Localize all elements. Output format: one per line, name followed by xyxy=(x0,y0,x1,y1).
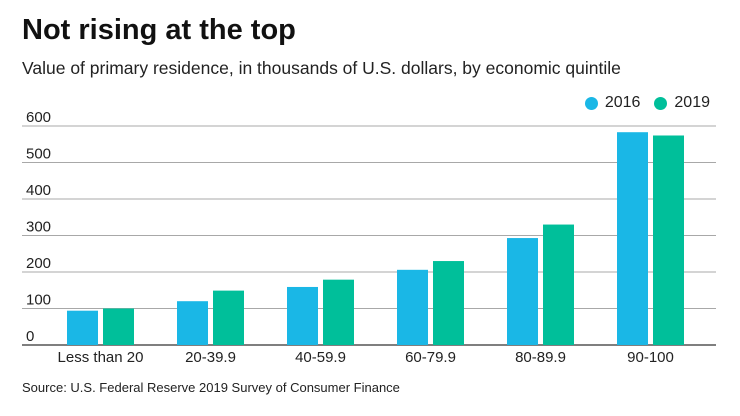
x-tick-label: 90-100 xyxy=(627,349,674,366)
y-tick-label: 300 xyxy=(26,219,51,236)
y-tick-label: 500 xyxy=(26,146,51,163)
chart-title: Not rising at the top xyxy=(22,14,296,46)
bar-2019-6 xyxy=(653,135,684,345)
y-tick-label: 100 xyxy=(26,292,51,309)
bar-2019-3 xyxy=(323,279,354,345)
y-tick-label: 400 xyxy=(26,182,51,199)
bar-2016-2 xyxy=(177,301,208,345)
legend-label-2019: 2019 xyxy=(674,94,710,111)
bar-2019-1 xyxy=(103,308,134,345)
legend: 2016 2019 xyxy=(571,94,710,112)
legend-swatch-2019 xyxy=(654,96,668,110)
bar-2019-2 xyxy=(213,290,244,345)
x-tick-label: Less than 20 xyxy=(58,349,144,366)
x-tick-label: 40-59.9 xyxy=(295,349,346,366)
bar-2016-6 xyxy=(617,132,648,345)
y-tick-label: 600 xyxy=(26,109,51,126)
y-tick-label: 0 xyxy=(26,328,34,345)
bar-2019-4 xyxy=(433,261,464,345)
bar-2016-4 xyxy=(397,269,428,345)
x-tick-label: 20-39.9 xyxy=(185,349,236,366)
bar-2016-5 xyxy=(507,238,538,345)
legend-item-2016: 2016 xyxy=(584,94,641,112)
bar-2016-1 xyxy=(67,310,98,345)
chart-subtitle: Value of primary residence, in thousands… xyxy=(22,58,621,78)
legend-swatch-2016 xyxy=(584,96,598,110)
bar-2019-5 xyxy=(543,224,574,345)
source-note: Source: U.S. Federal Reserve 2019 Survey… xyxy=(22,380,400,395)
x-tick-label: 80-89.9 xyxy=(515,349,566,366)
bar-2016-3 xyxy=(287,286,318,345)
legend-label-2016: 2016 xyxy=(604,94,641,111)
y-tick-label: 200 xyxy=(26,255,51,272)
x-tick-label: 60-79.9 xyxy=(405,349,456,366)
legend-item-2019: 2019 xyxy=(654,94,710,112)
